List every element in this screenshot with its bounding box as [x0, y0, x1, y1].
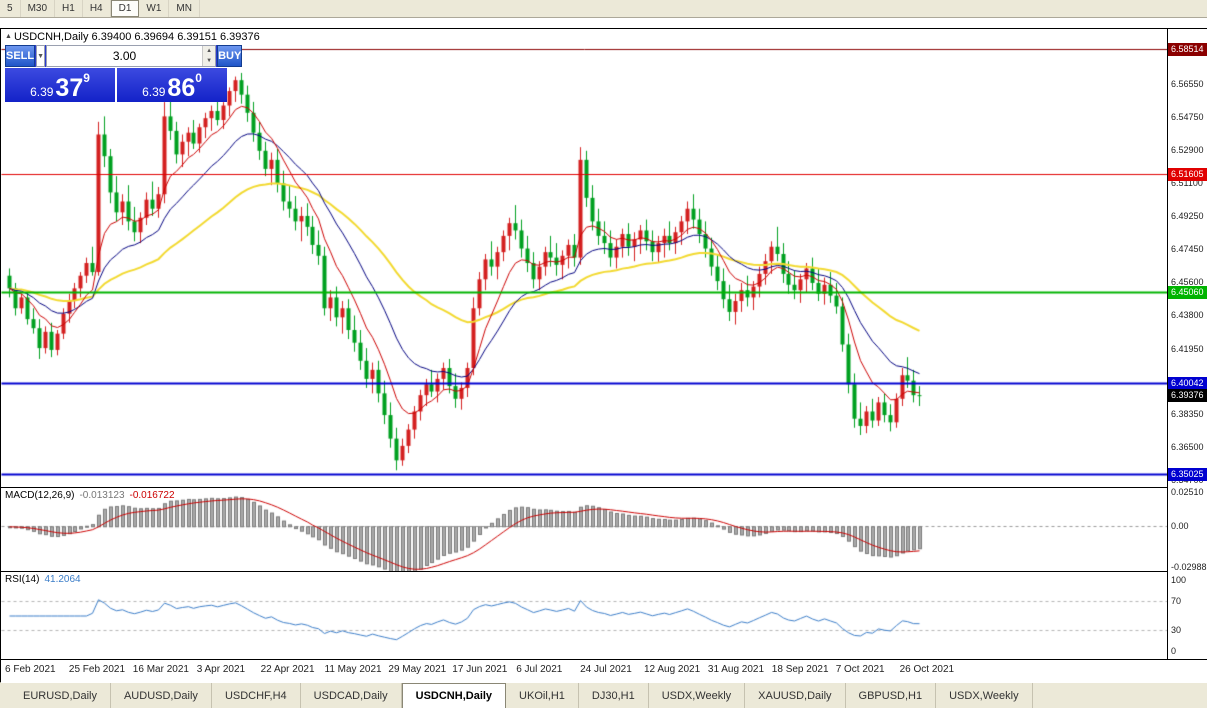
date-label: 29 May 2021	[388, 664, 447, 675]
date-label: 12 Aug 2021	[644, 664, 701, 675]
price-axis-label: 6.47450	[1171, 243, 1204, 254]
date-label: 26 Oct 2021	[899, 664, 955, 675]
date-label: 18 Sep 2021	[771, 664, 829, 675]
chart-tab-usdcnh-daily[interactable]: USDCNH,Daily	[401, 683, 507, 708]
date-label: 17 Jun 2021	[452, 664, 508, 675]
price-tag: 6.51605	[1168, 167, 1207, 181]
date-label: 16 Mar 2021	[132, 664, 189, 675]
macd-canvas[interactable]	[1, 488, 1167, 571]
price-axis[interactable]: 6.56550 6.54750 6.52900 6.51100 6.49250 6.474…	[1167, 29, 1207, 659]
price-axis-label: 6.51100	[1171, 177, 1203, 188]
date-label: 6 Jul 2021	[516, 664, 563, 675]
timeframe-button-h1[interactable]: H1	[55, 0, 83, 17]
price-axis-label: 6.45600	[1171, 277, 1204, 288]
chart-tabs-bar: EURUSD,Daily AUDUSD,Daily USDCHF,H4 USDCAD,…	[0, 682, 1207, 708]
date-label: 25 Feb 2021	[68, 664, 126, 675]
date-label: 11 May 2021	[324, 664, 382, 675]
date-label: 24 Jul 2021	[580, 664, 632, 675]
chart-tab-eurusd-daily[interactable]: EURUSD,Daily	[10, 683, 111, 708]
price-axis-label: 6.54750	[1171, 111, 1204, 122]
rsi-canvas[interactable]	[1, 572, 1167, 659]
rsi-axis-label: 70	[1171, 596, 1182, 607]
price-axis-label: 6.49250	[1171, 211, 1204, 222]
buy-price-display[interactable]: 6.39 86 0	[117, 68, 227, 102]
macd-signal-value: -0.016722	[129, 490, 175, 501]
buy-price-prefix: 6.39	[142, 85, 166, 99]
chart-tab-audusd-daily[interactable]: AUDUSD,Daily	[111, 683, 212, 708]
rsi-axis-label: 30	[1171, 624, 1182, 635]
date-label: 31 Aug 2021	[707, 664, 765, 675]
price-tag: 6.58514	[1168, 42, 1207, 56]
date-label: 7 Oct 2021	[835, 664, 885, 675]
price-tag: 6.39376	[1168, 389, 1207, 403]
timeframe-button-mn[interactable]: MN	[169, 0, 200, 17]
chart-tab-usdcad-daily[interactable]: USDCAD,Daily	[301, 683, 402, 708]
timeframe-button-5[interactable]: 5	[0, 0, 21, 17]
sell-button[interactable]: SELL	[5, 45, 36, 67]
rsi-axis-label: 100	[1171, 575, 1187, 585]
rsi-axis-label: 0	[1171, 646, 1177, 656]
lot-size-box: ▲ ▼	[46, 45, 217, 67]
price-tag: 6.35025	[1168, 467, 1207, 481]
price-tag: 6.40042	[1168, 377, 1207, 391]
lot-dropdown-button[interactable]: ▼	[36, 45, 46, 67]
rsi-value: 41.2064	[44, 574, 81, 585]
price-axis-label: 6.43800	[1171, 310, 1204, 321]
price-panel: ▲ USDCNH,Daily 6.39400 6.39694 6.39151 6.…	[1, 29, 1207, 487]
one-click-trading-panel: SELL ▼ ▲ ▼ BUY 6.39 37 9	[5, 45, 243, 102]
sell-price-display[interactable]: 6.39 37 9	[5, 68, 115, 102]
symbol-marker-icon: ▲	[5, 33, 12, 40]
macd-main-value: -0.013123	[79, 490, 125, 501]
price-axis-label: 6.36500	[1171, 442, 1204, 453]
chart-tab-dj30-h1[interactable]: DJ30,H1	[579, 683, 649, 708]
macd-axis-label: 0.00	[1171, 521, 1189, 532]
macd-axis-label: 0.02510	[1171, 487, 1204, 498]
price-axis-label: 6.52900	[1171, 145, 1204, 156]
price-chart-canvas[interactable]	[1, 29, 1167, 487]
spin-up-icon[interactable]: ▲	[203, 46, 216, 56]
chart-title: ▲ USDCNH,Daily 6.39400 6.39694 6.39151 6.…	[5, 31, 260, 43]
macd-name: MACD(12,26,9)	[5, 490, 75, 501]
macd-axis-label: -0.02988	[1171, 561, 1207, 572]
chart-title-text: USDCNH,Daily 6.39400 6.39694 6.39151 6.3…	[13, 31, 260, 43]
chart-tab-usdx-weekly[interactable]: USDX,Weekly	[936, 683, 1033, 708]
rsi-label: RSI(14) 41.2064	[5, 574, 81, 585]
chart-tab-ukoil-h1[interactable]: UKOil,H1	[506, 683, 579, 708]
rsi-panel: RSI(14) 41.2064	[1, 571, 1207, 659]
chart-tab-usdchf-h4[interactable]: USDCHF,H4	[212, 683, 301, 708]
sell-price-prefix: 6.39	[30, 85, 54, 99]
date-label: 6 Feb 2021	[5, 664, 56, 675]
macd-label: MACD(12,26,9) -0.013123 -0.016722	[5, 490, 175, 501]
toolbar-spacer	[0, 18, 1207, 28]
buy-button[interactable]: BUY	[217, 45, 243, 67]
timeframe-toolbar: 5 M30 H1 H4 D1 W1 MN	[0, 0, 1207, 18]
date-label: 22 Apr 2021	[260, 664, 315, 675]
price-axis-label: 6.41950	[1171, 343, 1204, 354]
price-axis-label: 6.38350	[1171, 408, 1204, 419]
chart-tab-xauusd-daily[interactable]: XAUUSD,Daily	[745, 683, 846, 708]
timeframe-button-d1[interactable]: D1	[110, 0, 140, 17]
timeframe-button-m30[interactable]: M30	[21, 0, 56, 17]
timeframe-button-w1[interactable]: W1	[139, 0, 170, 17]
sell-price-sup: 9	[83, 71, 90, 85]
lot-spinner: ▲ ▼	[202, 46, 216, 66]
chart-area: ▲ USDCNH,Daily 6.39400 6.39694 6.39151 6.…	[0, 28, 1207, 683]
chart-tab-gbpusd-h1[interactable]: GBPUSD,H1	[846, 683, 937, 708]
price-axis-label: 6.56550	[1171, 79, 1204, 90]
rsi-name: RSI(14)	[5, 574, 40, 585]
chart-tab-usdx-weekly[interactable]: USDX,Weekly	[649, 683, 746, 708]
spin-down-icon[interactable]: ▼	[203, 56, 216, 66]
date-axis[interactable]: 6 Feb 2021 25 Feb 2021 16 Mar 2021 3 Apr 20…	[1, 659, 1207, 683]
buy-price-digits: 86	[167, 74, 196, 102]
chevron-down-icon: ▼	[37, 52, 45, 60]
sell-price-digits: 37	[55, 74, 84, 102]
macd-panel: MACD(12,26,9) -0.013123 -0.016722	[1, 487, 1207, 571]
buy-price-sup: 0	[195, 71, 202, 85]
timeframe-button-h4[interactable]: H4	[83, 0, 111, 17]
date-label: 3 Apr 2021	[196, 664, 246, 675]
lot-size-input[interactable]	[47, 46, 203, 66]
price-tag: 6.45060	[1168, 286, 1207, 300]
